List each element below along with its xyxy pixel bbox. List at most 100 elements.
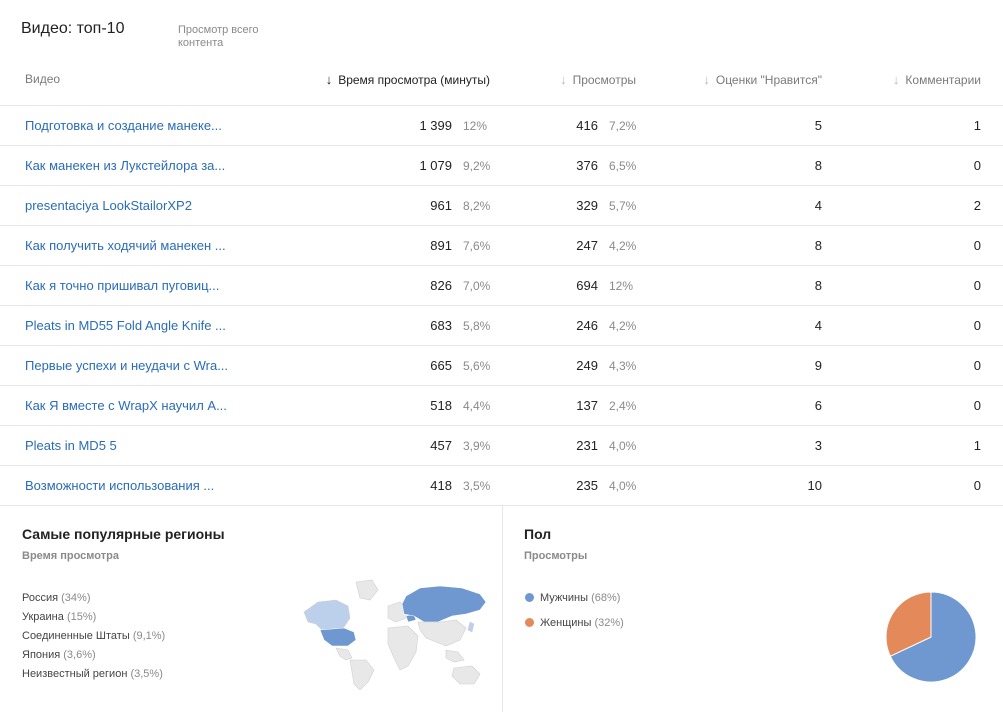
likes-value: 9: [814, 358, 822, 373]
col-header-views[interactable]: ↓ Просмотры: [560, 72, 636, 87]
views-value: 247: [576, 238, 598, 253]
map-africa: [387, 625, 419, 671]
watch-time-value: 518: [430, 398, 452, 413]
card-subtitle: Просмотр всего контента: [178, 24, 259, 49]
watch-time-value: 1 399: [419, 118, 452, 133]
table-row[interactable]: presentaciya LookStailorXP2 961 8,2% 329 5,7…: [0, 185, 1003, 226]
views-value: 235: [576, 478, 598, 493]
pie-slice-male[interactable]: [889, 591, 977, 683]
likes-value: 3: [814, 438, 822, 453]
video-title-link[interactable]: Как манекен из Лукстейлора за...: [25, 158, 226, 173]
watch-time-percent: 12%: [463, 119, 488, 133]
sort-down-arrow-icon: ↓: [325, 72, 333, 87]
video-title-link[interactable]: Как я точно пришивал пуговиц...: [25, 278, 220, 293]
watch-time-percent: 3,5%: [463, 479, 491, 493]
views-percent: 4,0%: [609, 479, 637, 493]
likes-value: 4: [814, 318, 822, 333]
views-percent: 7,2%: [609, 119, 637, 133]
region-item: Япония (3,6%): [22, 649, 96, 661]
gender-title: Пол: [524, 526, 552, 542]
region-item: Россия (34%): [22, 592, 91, 604]
table-row[interactable]: Как манекен из Лукстейлора за... 1 079 9,2…: [0, 145, 1003, 186]
watch-time-value: 1 079: [419, 158, 452, 173]
table-row[interactable]: Как получить ходячий манекен ... 891 7,6% 2…: [0, 225, 1003, 266]
comments-value: 1: [973, 438, 981, 453]
region-item: Неизвестный регион (3,5%): [22, 668, 163, 680]
video-title-link[interactable]: Как Я вместе с WrapX научил А...: [25, 398, 227, 413]
table-row[interactable]: Возможности использования ... 418 3,5% 235 4…: [0, 465, 1003, 506]
watch-time-value: 683: [430, 318, 452, 333]
map-japan: [467, 621, 475, 633]
watch-time-value: 665: [430, 358, 452, 373]
world-map[interactable]: [296, 572, 492, 692]
comments-value: 0: [973, 278, 981, 293]
watch-time-value: 961: [430, 198, 452, 213]
watch-time-value: 891: [430, 238, 452, 253]
likes-value: 10: [807, 478, 822, 493]
video-title-link[interactable]: Pleats in MD55 Fold Angle Knife ...: [25, 318, 226, 333]
pie-slice-female[interactable]: [885, 591, 932, 657]
likes-value: 6: [814, 398, 822, 413]
video-title-link[interactable]: Подготовка и создание манеке...: [25, 118, 222, 133]
comments-value: 0: [973, 318, 981, 333]
watch-time-percent: 7,0%: [463, 279, 491, 293]
map-greenland: [355, 579, 379, 601]
video-title-link[interactable]: Первые успехи и неудачи с Wra...: [25, 358, 229, 373]
region-item: Соединенные Штаты (9,1%): [22, 630, 166, 642]
card-title: Видео: топ-10: [21, 20, 125, 37]
col-header-watch-time[interactable]: ↓ Время просмотра (минуты): [325, 72, 490, 87]
video-title-link[interactable]: presentaciya LookStailorXP2: [25, 198, 192, 213]
col-header-comments[interactable]: ↓ Комментарии: [892, 72, 981, 87]
watch-time-percent: 4,4%: [463, 399, 491, 413]
comments-value: 1: [973, 118, 981, 133]
legend-item-male: Мужчины (68%): [525, 592, 620, 604]
views-percent: 2,4%: [609, 399, 637, 413]
comments-value: 0: [973, 158, 981, 173]
views-value: 329: [576, 198, 598, 213]
likes-value: 8: [814, 278, 822, 293]
watch-time-percent: 5,6%: [463, 359, 491, 373]
likes-value: 8: [814, 238, 822, 253]
table-row[interactable]: Как я точно пришивал пуговиц... 826 7,0% 69…: [0, 265, 1003, 306]
table-row[interactable]: Подготовка и создание манеке... 1 399 12% 4…: [0, 105, 1003, 146]
map-usa: [319, 627, 357, 647]
views-value: 376: [576, 158, 598, 173]
map-australia: [451, 665, 481, 685]
views-percent: 12%: [609, 279, 634, 293]
gender-subtitle: Просмотры: [524, 550, 588, 562]
gender-panel: Пол Просмотры Мужчины (68%) Женщины (32%…: [503, 506, 1003, 712]
sort-down-arrow-icon: ↓: [560, 72, 567, 87]
comments-value: 0: [973, 478, 981, 493]
table-row[interactable]: Pleats in MD5 5 457 3,9% 231 4,0% 3 1: [0, 425, 1003, 466]
col-header-video: Видео: [25, 72, 61, 86]
watch-time-percent: 8,2%: [463, 199, 491, 213]
table-row[interactable]: Первые успехи и неудачи с Wra... 665 5,6% 2…: [0, 345, 1003, 386]
bottom-panels: Самые популярные регионы Время просмотра…: [0, 505, 1003, 712]
comments-value: 2: [973, 198, 981, 213]
video-title-link[interactable]: Pleats in MD5 5: [25, 438, 117, 453]
views-percent: 5,7%: [609, 199, 637, 213]
table-row[interactable]: Pleats in MD55 Fold Angle Knife ... 683 5,…: [0, 305, 1003, 346]
views-value: 246: [576, 318, 598, 333]
legend-dot: [525, 593, 534, 602]
video-title-link[interactable]: Как получить ходячий манекен ...: [25, 238, 226, 253]
watch-time-percent: 5,8%: [463, 319, 491, 333]
col-header-likes[interactable]: ↓ Оценки "Нравится": [703, 72, 822, 87]
map-southeast-asia: [445, 649, 465, 663]
likes-value: 8: [814, 158, 822, 173]
legend-dot: [525, 618, 534, 627]
watch-time-value: 826: [430, 278, 452, 293]
table-row[interactable]: Как Я вместе с WrapX научил А... 518 4,4% 1…: [0, 385, 1003, 426]
watch-time-value: 457: [430, 438, 452, 453]
gender-pie-chart[interactable]: [883, 589, 979, 685]
comments-value: 0: [973, 238, 981, 253]
video-title-link[interactable]: Возможности использования ...: [25, 478, 215, 493]
views-value: 416: [576, 118, 598, 133]
region-item: Украина (15%): [22, 611, 97, 623]
watch-time-percent: 3,9%: [463, 439, 491, 453]
regions-panel: Самые популярные регионы Время просмотра…: [0, 506, 503, 712]
comments-value: 0: [973, 398, 981, 413]
watch-time-percent: 9,2%: [463, 159, 491, 173]
views-percent: 4,2%: [609, 319, 637, 333]
card-header: Видео: топ-10 Просмотр всего контента: [0, 0, 1003, 60]
